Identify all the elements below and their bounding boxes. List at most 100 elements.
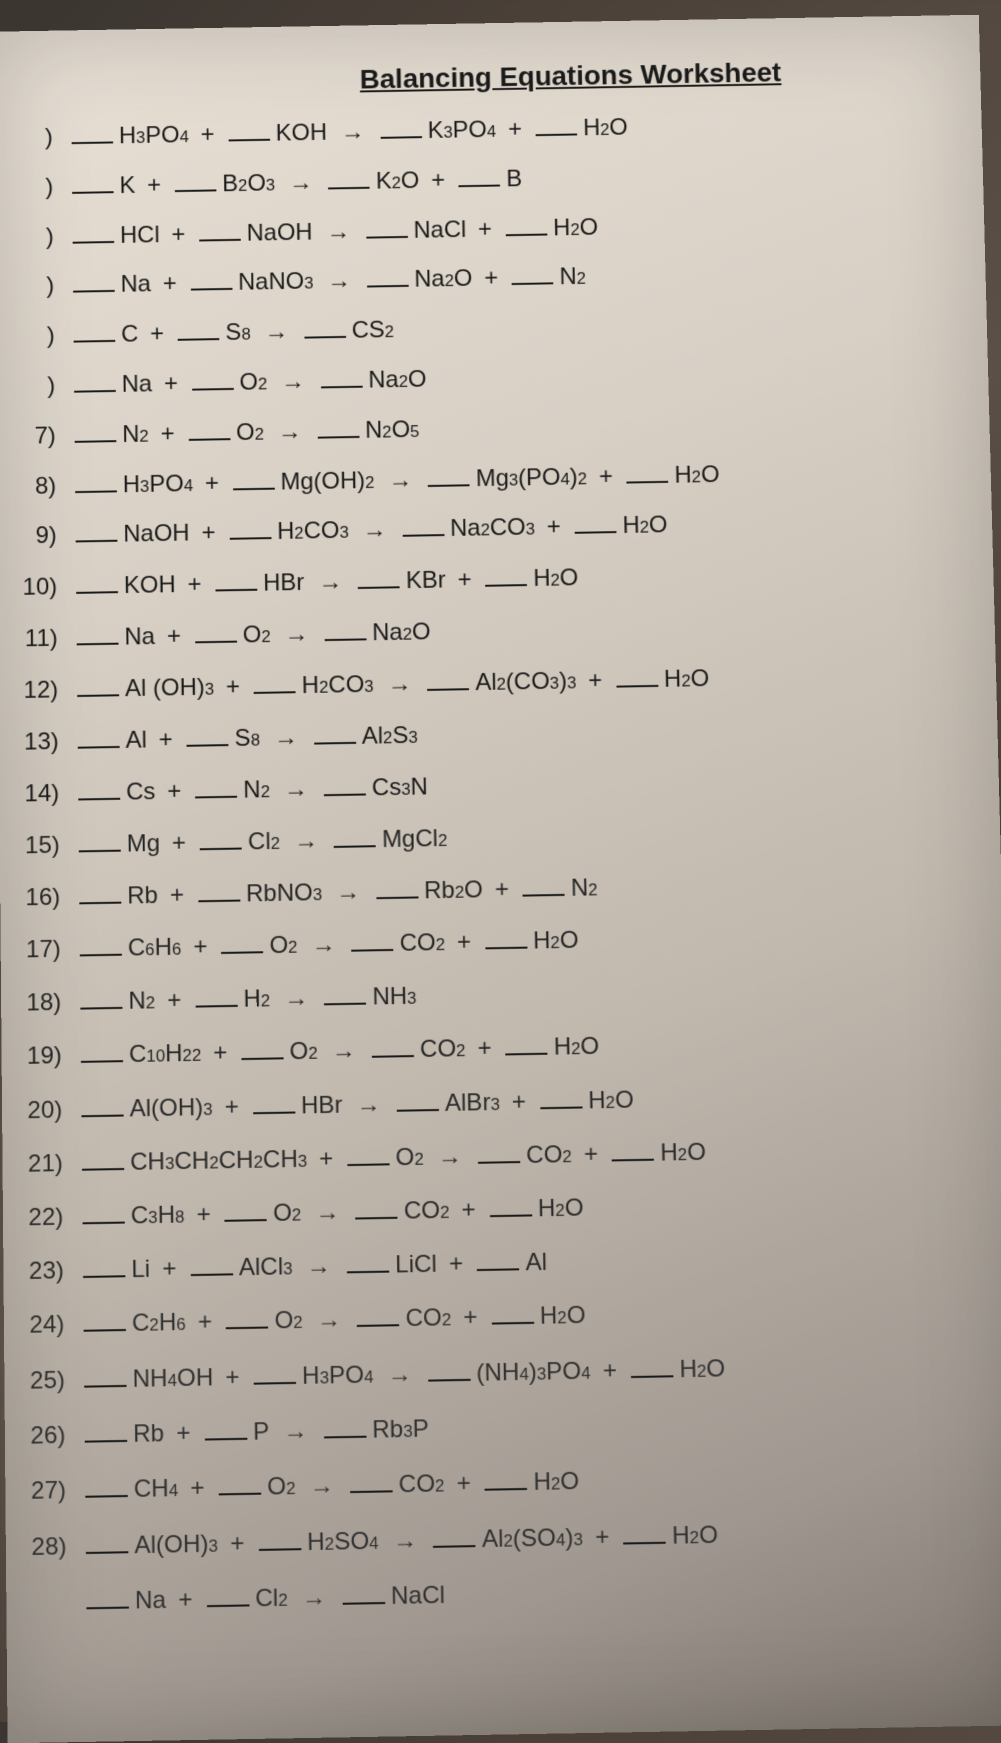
coefficient-blank[interactable] xyxy=(72,223,114,243)
coefficient-blank[interactable] xyxy=(477,1250,520,1271)
coefficient-blank[interactable] xyxy=(188,420,230,440)
coefficient-blank[interactable] xyxy=(85,1422,128,1443)
coefficient-blank[interactable] xyxy=(485,929,527,950)
coefficient-blank[interactable] xyxy=(84,1366,127,1387)
coefficient-blank[interactable] xyxy=(350,1472,393,1493)
coefficient-blank[interactable] xyxy=(81,1096,123,1117)
coefficient-blank[interactable] xyxy=(190,271,232,291)
coefficient-blank[interactable] xyxy=(190,1255,233,1276)
coefficient-blank[interactable] xyxy=(86,1533,129,1554)
coefficient-blank[interactable] xyxy=(304,318,346,338)
coefficient-blank[interactable] xyxy=(85,1477,128,1498)
coefficient-blank[interactable] xyxy=(427,670,469,691)
coefficient-blank[interactable] xyxy=(485,1470,528,1491)
coefficient-blank[interactable] xyxy=(75,522,117,542)
coefficient-blank[interactable] xyxy=(523,876,565,897)
coefficient-blank[interactable] xyxy=(367,268,409,288)
coefficient-blank[interactable] xyxy=(241,1040,283,1061)
coefficient-blank[interactable] xyxy=(199,221,241,241)
coefficient-blank[interactable] xyxy=(627,463,669,483)
coefficient-blank[interactable] xyxy=(225,1201,268,1222)
coefficient-blank[interactable] xyxy=(616,667,658,688)
coefficient-blank[interactable] xyxy=(506,216,548,236)
coefficient-blank[interactable] xyxy=(233,469,275,489)
coefficient-blank[interactable] xyxy=(505,1035,547,1056)
coefficient-blank[interactable] xyxy=(258,1530,301,1551)
coefficient-blank[interactable] xyxy=(317,418,359,438)
coefficient-blank[interactable] xyxy=(81,1042,123,1063)
coefficient-blank[interactable] xyxy=(187,726,229,747)
coefficient-blank[interactable] xyxy=(76,574,118,595)
coefficient-blank[interactable] xyxy=(80,936,122,957)
coefficient-blank[interactable] xyxy=(82,1203,124,1224)
coefficient-blank[interactable] xyxy=(433,1527,476,1548)
coefficient-blank[interactable] xyxy=(82,1150,124,1171)
coefficient-blank[interactable] xyxy=(512,265,554,285)
coefficient-blank[interactable] xyxy=(178,321,220,341)
coefficient-blank[interactable] xyxy=(195,623,237,644)
coefficient-blank[interactable] xyxy=(324,1417,367,1438)
coefficient-blank[interactable] xyxy=(314,724,356,745)
coefficient-blank[interactable] xyxy=(612,1140,655,1161)
coefficient-blank[interactable] xyxy=(80,989,122,1010)
coefficient-blank[interactable] xyxy=(229,520,271,540)
coefficient-blank[interactable] xyxy=(75,472,117,492)
coefficient-blank[interactable] xyxy=(380,119,422,139)
coefficient-blank[interactable] xyxy=(72,173,114,193)
coefficient-blank[interactable] xyxy=(321,368,363,388)
coefficient-blank[interactable] xyxy=(79,832,121,853)
coefficient-blank[interactable] xyxy=(540,1088,583,1109)
coefficient-blank[interactable] xyxy=(219,1475,262,1496)
coefficient-blank[interactable] xyxy=(347,1252,390,1273)
coefficient-blank[interactable] xyxy=(198,882,240,903)
coefficient-blank[interactable] xyxy=(226,1309,269,1330)
coefficient-blank[interactable] xyxy=(77,625,119,646)
coefficient-blank[interactable] xyxy=(334,827,376,848)
coefficient-blank[interactable] xyxy=(372,1037,414,1058)
coefficient-blank[interactable] xyxy=(358,569,400,590)
coefficient-blank[interactable] xyxy=(78,780,120,801)
coefficient-blank[interactable] xyxy=(491,1304,534,1325)
coefficient-blank[interactable] xyxy=(328,169,370,189)
coefficient-blank[interactable] xyxy=(86,1588,129,1609)
coefficient-blank[interactable] xyxy=(254,673,296,694)
coefficient-blank[interactable] xyxy=(228,121,270,141)
coefficient-blank[interactable] xyxy=(74,372,116,392)
coefficient-blank[interactable] xyxy=(77,677,119,698)
coefficient-blank[interactable] xyxy=(355,1198,398,1219)
coefficient-blank[interactable] xyxy=(478,1143,521,1164)
coefficient-blank[interactable] xyxy=(253,1363,296,1384)
coefficient-blank[interactable] xyxy=(623,1523,666,1544)
coefficient-blank[interactable] xyxy=(83,1311,126,1332)
coefficient-blank[interactable] xyxy=(83,1257,126,1278)
coefficient-blank[interactable] xyxy=(200,830,242,851)
coefficient-blank[interactable] xyxy=(489,1196,532,1217)
coefficient-blank[interactable] xyxy=(79,884,121,905)
coefficient-blank[interactable] xyxy=(347,1145,390,1166)
coefficient-blank[interactable] xyxy=(342,1584,385,1605)
coefficient-blank[interactable] xyxy=(192,370,234,390)
coefficient-blank[interactable] xyxy=(195,987,237,1008)
coefficient-blank[interactable] xyxy=(631,1357,674,1378)
coefficient-blank[interactable] xyxy=(376,879,418,900)
coefficient-blank[interactable] xyxy=(485,566,527,587)
coefficient-blank[interactable] xyxy=(402,517,444,537)
coefficient-blank[interactable] xyxy=(71,124,113,144)
coefficient-blank[interactable] xyxy=(324,776,366,797)
coefficient-blank[interactable] xyxy=(195,778,237,799)
coefficient-blank[interactable] xyxy=(428,1360,471,1381)
coefficient-blank[interactable] xyxy=(397,1090,439,1111)
coefficient-blank[interactable] xyxy=(366,218,408,238)
coefficient-blank[interactable] xyxy=(215,571,257,592)
coefficient-blank[interactable] xyxy=(175,172,217,192)
coefficient-blank[interactable] xyxy=(324,985,366,1006)
coefficient-blank[interactable] xyxy=(324,621,366,642)
coefficient-blank[interactable] xyxy=(253,1093,295,1114)
coefficient-blank[interactable] xyxy=(428,466,470,486)
coefficient-blank[interactable] xyxy=(73,273,115,293)
coefficient-blank[interactable] xyxy=(78,728,120,749)
coefficient-blank[interactable] xyxy=(74,422,116,442)
coefficient-blank[interactable] xyxy=(351,931,393,952)
coefficient-blank[interactable] xyxy=(575,514,617,534)
coefficient-blank[interactable] xyxy=(535,116,577,136)
